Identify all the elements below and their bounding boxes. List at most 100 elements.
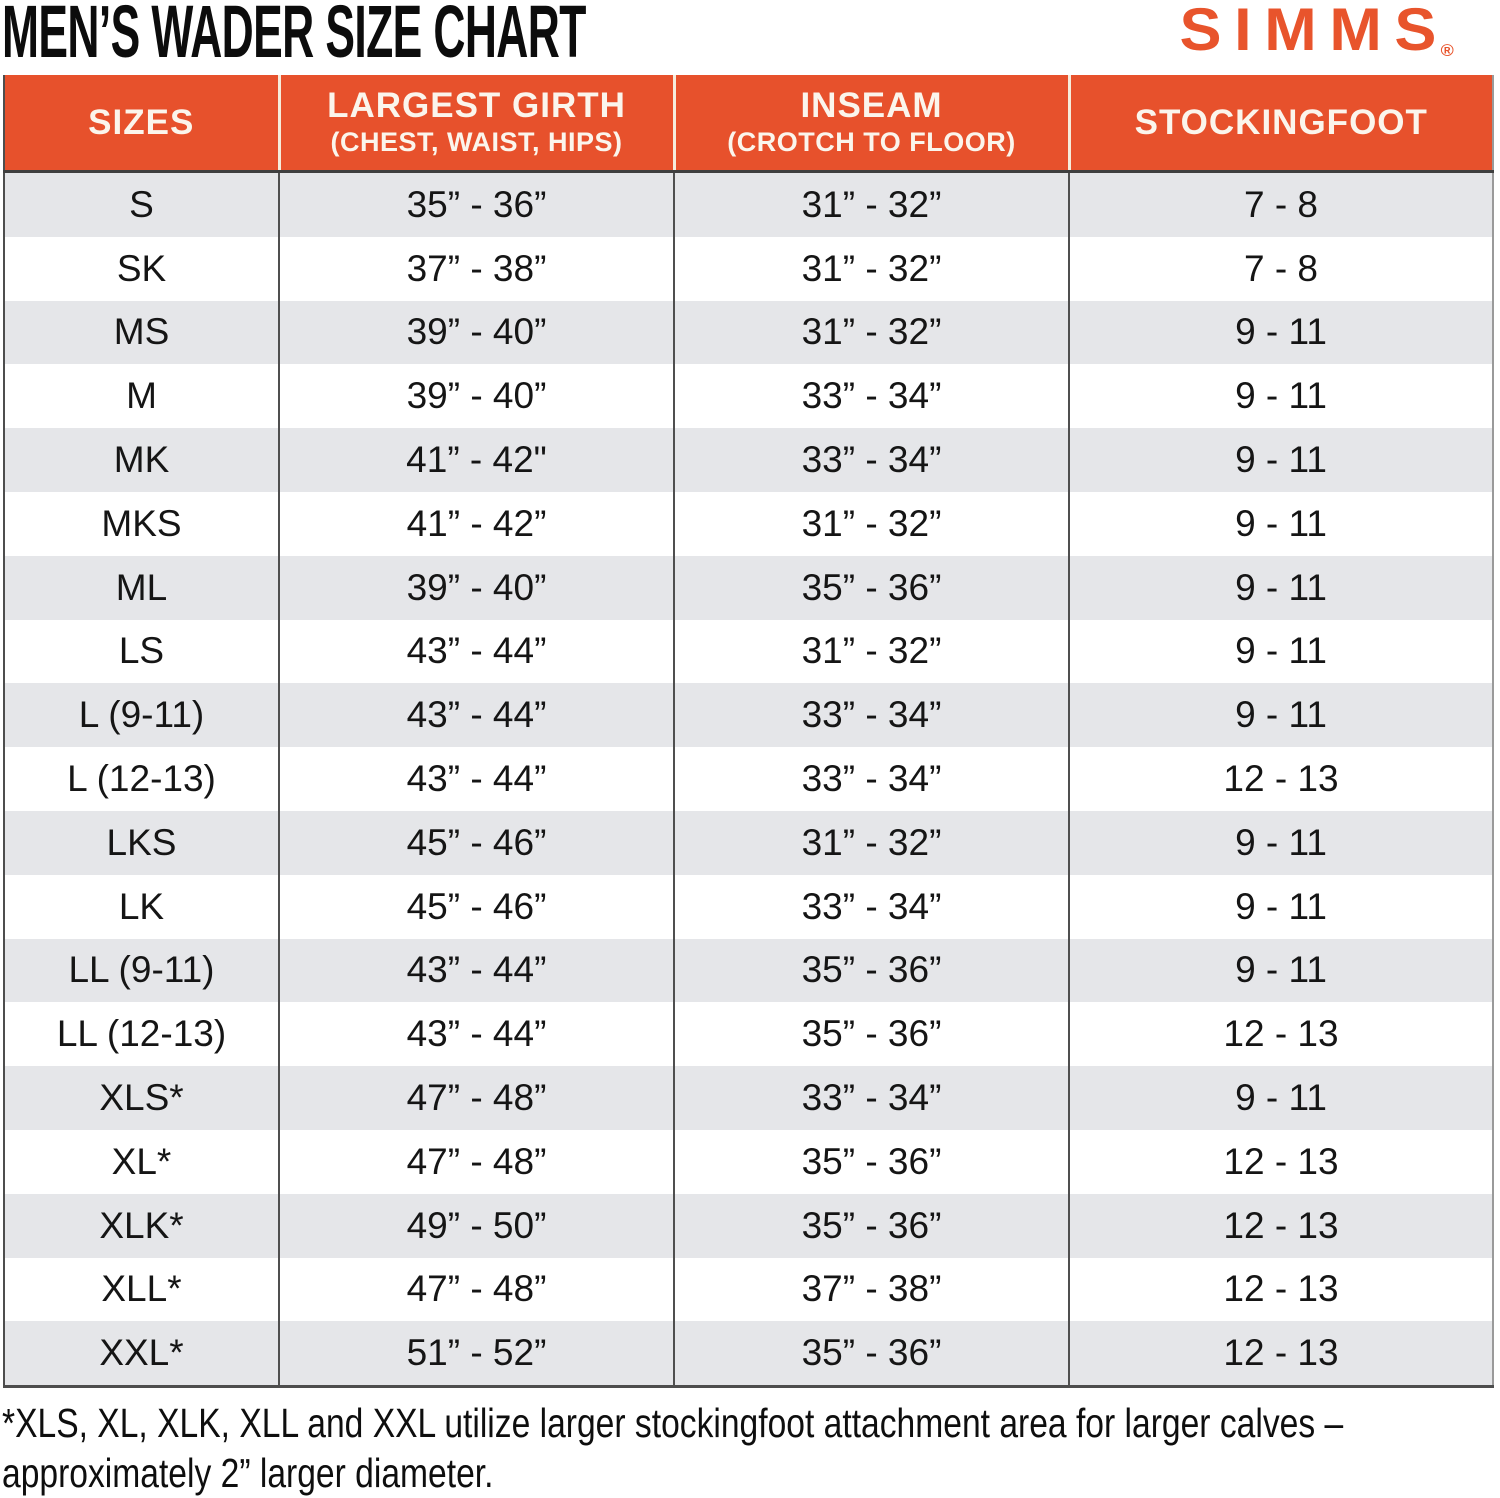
cell-inseam: 33” - 34”: [673, 1066, 1069, 1130]
cell-girth: 47” - 48”: [278, 1257, 674, 1322]
cell-inseam: 33” - 34”: [673, 747, 1069, 811]
table-row: SK 37” - 38” 31” - 32” 7 - 8: [4, 236, 1493, 301]
cell-stockingfoot: 9 - 11: [1068, 683, 1493, 748]
table-row: XL* 47” - 48” 35” - 36” 12 - 13: [4, 1129, 1493, 1194]
column-header-inseam: INSEAM (CROTCH TO FLOOR): [672, 75, 1069, 173]
cell-size: MKS: [4, 491, 279, 556]
cell-inseam: 33” - 34”: [673, 874, 1069, 939]
column-header-stockingfoot: STOCKINGFOOT: [1067, 75, 1493, 173]
cell-stockingfoot: 9 - 11: [1068, 874, 1493, 939]
cell-size: XLL*: [4, 1257, 279, 1322]
cell-girth: 43” - 44”: [278, 683, 674, 748]
table-row: XLS* 47” - 48” 33” - 34” 9 - 11: [4, 1066, 1493, 1130]
cell-size: SK: [4, 236, 279, 301]
cell-size: XLK*: [4, 1193, 279, 1258]
cell-inseam: 33” - 34”: [673, 683, 1069, 748]
table-row: MKS 41” - 42” 31” - 32” 9 - 11: [4, 491, 1493, 556]
column-label: SIZES: [88, 102, 195, 142]
column-header-largest-girth: LARGEST GIRTH (CHEST, WAIST, HIPS): [277, 75, 674, 173]
table-row: LS 43” - 44” 31” - 32” 9 - 11: [4, 619, 1493, 684]
simms-logo: SIMMS®: [1179, 0, 1462, 71]
page-title: MEN’S WADER SIZE CHART: [2, 0, 586, 73]
cell-girth: 43” - 44”: [278, 1002, 674, 1067]
cell-size: S: [4, 171, 279, 237]
cell-size: MK: [4, 428, 279, 492]
footnote: *XLS, XL, XLK, XLL and XXL utilize large…: [2, 1398, 1498, 1498]
cell-inseam: 37” - 38”: [673, 1257, 1069, 1322]
table-row: L (12-13) 43” - 44” 33” - 34” 12 - 13: [4, 747, 1493, 811]
table-row: MK 41” - 42" 33” - 34” 9 - 11: [4, 428, 1493, 492]
cell-stockingfoot: 12 - 13: [1068, 1129, 1493, 1194]
cell-inseam: 31” - 32”: [673, 300, 1069, 365]
cell-girth: 39” - 40”: [278, 555, 674, 620]
cell-stockingfoot: 12 - 13: [1068, 1193, 1493, 1258]
cell-girth: 45” - 46”: [278, 810, 674, 875]
cell-stockingfoot: 12 - 13: [1068, 747, 1493, 811]
header-row: SIZES LARGEST GIRTH (CHEST, WAIST, HIPS)…: [4, 75, 1493, 173]
cell-inseam: 31” - 32”: [673, 236, 1069, 301]
cell-size: XXL*: [4, 1321, 279, 1387]
cell-stockingfoot: 9 - 11: [1068, 364, 1493, 429]
cell-size: LKS: [4, 810, 279, 875]
cell-girth: 45” - 46”: [278, 874, 674, 939]
cell-stockingfoot: 9 - 11: [1068, 428, 1493, 492]
cell-inseam: 35” - 36”: [673, 1193, 1069, 1258]
table-row: XXL* 51” - 52” 35” - 36” 12 - 13: [4, 1321, 1493, 1387]
column-label: INSEAM: [800, 86, 943, 125]
cell-size: ML: [4, 555, 279, 620]
cell-stockingfoot: 7 - 8: [1068, 171, 1493, 237]
cell-stockingfoot: 12 - 13: [1068, 1002, 1493, 1067]
cell-inseam: 33” - 34”: [673, 364, 1069, 429]
cell-girth: 35” - 36”: [278, 171, 674, 237]
table-header: SIZES LARGEST GIRTH (CHEST, WAIST, HIPS)…: [4, 75, 1493, 173]
cell-size: XLS*: [4, 1066, 279, 1130]
footnote-line-2: approximately 2” larger diameter.: [2, 1450, 494, 1496]
simms-logo-text: SIMMS: [1179, 0, 1449, 63]
cell-stockingfoot: 9 - 11: [1068, 555, 1493, 620]
column-sublabel: (CHEST, WAIST, HIPS): [330, 127, 623, 157]
cell-girth: 39” - 40”: [278, 300, 674, 365]
footnote-line-1: *XLS, XL, XLK, XLL and XXL utilize large…: [2, 1400, 1344, 1446]
table-row: L (9-11) 43” - 44” 33” - 34” 9 - 11: [4, 683, 1493, 748]
cell-inseam: 33” - 34”: [673, 428, 1069, 492]
cell-size: LS: [4, 619, 279, 684]
cell-stockingfoot: 9 - 11: [1068, 619, 1493, 684]
cell-stockingfoot: 9 - 11: [1068, 491, 1493, 556]
cell-girth: 39” - 40”: [278, 364, 674, 429]
cell-girth: 43” - 44”: [278, 619, 674, 684]
cell-size: LL (12-13): [4, 1002, 279, 1067]
cell-inseam: 31” - 32”: [673, 810, 1069, 875]
cell-girth: 47” - 48”: [278, 1129, 674, 1194]
cell-girth: 43” - 44”: [278, 747, 674, 811]
cell-inseam: 35” - 36”: [673, 938, 1069, 1003]
table-row: LKS 45” - 46” 31” - 32” 9 - 11: [4, 810, 1493, 875]
cell-girth: 43” - 44”: [278, 938, 674, 1003]
cell-stockingfoot: 12 - 13: [1068, 1257, 1493, 1322]
cell-inseam: 35” - 36”: [673, 555, 1069, 620]
table-row: ML 39” - 40” 35” - 36” 9 - 11: [4, 555, 1493, 620]
column-header-sizes: SIZES: [4, 75, 279, 173]
column-sublabel: (CROTCH TO FLOOR): [727, 127, 1016, 157]
cell-inseam: 31” - 32”: [673, 619, 1069, 684]
cell-inseam: 31” - 32”: [673, 491, 1069, 556]
table-row: M 39” - 40” 33” - 34” 9 - 11: [4, 364, 1493, 429]
cell-stockingfoot: 12 - 13: [1068, 1321, 1493, 1387]
column-label: LARGEST GIRTH: [327, 86, 626, 125]
table-row: LK 45” - 46” 33” - 34” 9 - 11: [4, 874, 1493, 939]
cell-inseam: 35” - 36”: [673, 1129, 1069, 1194]
wader-size-table: SIZES LARGEST GIRTH (CHEST, WAIST, HIPS)…: [3, 75, 1494, 1389]
cell-size: LK: [4, 874, 279, 939]
cell-stockingfoot: 9 - 11: [1068, 938, 1493, 1003]
table-row: XLK* 49” - 50” 35” - 36” 12 - 13: [4, 1193, 1493, 1258]
cell-stockingfoot: 9 - 11: [1068, 300, 1493, 365]
cell-size: MS: [4, 300, 279, 365]
cell-size: L (9-11): [4, 683, 279, 748]
cell-stockingfoot: 7 - 8: [1068, 236, 1493, 301]
registered-trademark-icon: ®: [1440, 41, 1454, 60]
cell-girth: 51” - 52”: [278, 1321, 674, 1387]
table-row: LL (9-11) 43” - 44” 35” - 36” 9 - 11: [4, 938, 1493, 1003]
column-label: STOCKINGFOOT: [1134, 102, 1428, 142]
table-row: S 35” - 36” 31” - 32” 7 - 8: [4, 171, 1493, 237]
cell-inseam: 35” - 36”: [673, 1321, 1069, 1387]
cell-size: LL (9-11): [4, 938, 279, 1003]
